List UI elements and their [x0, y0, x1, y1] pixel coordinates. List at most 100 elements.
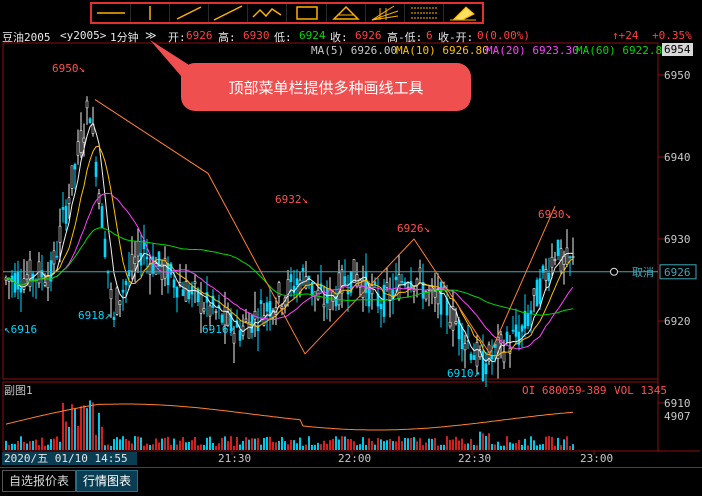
candle-body [199, 293, 203, 314]
candle-body [250, 315, 254, 333]
volume-bar [110, 445, 112, 450]
vertical-line-tool[interactable] [131, 4, 171, 22]
volume-bar [374, 444, 376, 450]
volume-bar [350, 439, 352, 450]
candle-body [301, 268, 305, 272]
volume-bar [101, 426, 103, 450]
horizontal-line-tool[interactable] [92, 4, 132, 22]
volume-bar [230, 436, 232, 450]
ma-legend: MA(5) 6926.00 MA(10) 6926.80 MA(20) 6923… [0, 43, 702, 58]
volume-bar [128, 440, 130, 450]
volume-bar [269, 436, 271, 450]
current-price-tag-text: 6926 [664, 266, 691, 279]
candle-body [529, 310, 533, 314]
volume-bar [179, 440, 181, 450]
volume-bar [563, 439, 565, 450]
volume-bar [38, 445, 40, 450]
tab-watchlist[interactable]: 自选报价表 [2, 470, 77, 492]
volume-bar [347, 438, 349, 450]
ann-low-6910: 6910↗ [447, 367, 480, 380]
y-axis-label: 6950 [664, 69, 691, 82]
current-price-tag [659, 264, 697, 280]
x-axis-label: 23:00 [580, 452, 613, 465]
horizontal-line-tool-icon [97, 12, 126, 14]
triangle-tool[interactable] [327, 4, 366, 22]
ma10-line [5, 145, 574, 357]
candle-body [370, 285, 374, 295]
volume-bar [446, 436, 448, 450]
eraser-tool-icon [449, 6, 476, 21]
ray-tool[interactable] [209, 4, 249, 22]
candle-body [271, 310, 275, 319]
candle-body [322, 303, 326, 308]
ma20-line [5, 192, 574, 350]
eraser-tool[interactable] [444, 4, 482, 22]
candle-body [523, 310, 527, 329]
volume-bar [326, 443, 328, 450]
cancel-label[interactable]: 取消 [632, 265, 654, 279]
candle-body [7, 278, 11, 282]
tab-chart[interactable]: 行情图表 [76, 470, 139, 492]
symbol-name[interactable]: 豆油2005 [2, 31, 51, 44]
candle-body [73, 164, 77, 170]
y-axis-label: 6920 [664, 315, 691, 328]
volume-bar [266, 436, 268, 450]
x-axis-label: 22:00 [338, 452, 371, 465]
volume-bar [170, 445, 172, 450]
volume-bar [158, 442, 160, 450]
rectangle-tool[interactable] [287, 4, 327, 22]
ray-tool-icon [213, 5, 243, 21]
fan-lines-tool[interactable] [366, 4, 405, 22]
volume-bar [371, 441, 373, 450]
period-dropdown-icon[interactable]: ≫ [145, 29, 157, 42]
volume-bar [182, 437, 184, 450]
volume-bar [131, 443, 133, 450]
zigzag-tool[interactable] [248, 4, 288, 22]
volume-bar [287, 444, 289, 450]
candle-body [193, 281, 197, 285]
volume-bar [452, 439, 454, 450]
volume-bar [281, 437, 283, 450]
volume-bar [455, 436, 457, 450]
volume-bar [449, 439, 451, 450]
volume-bar [11, 443, 13, 450]
candle-body [253, 311, 257, 320]
candle-body [400, 281, 404, 283]
quote-header: 豆油2005 <y2005> 1分钟 ≫ 开: 6926 高: 6930 低: … [0, 28, 702, 44]
current-price-box: 6954 [662, 43, 693, 56]
volume-bar [173, 438, 175, 450]
volume-bar [497, 441, 499, 450]
candle-body [526, 313, 530, 327]
period-label[interactable]: 1分钟 [110, 31, 139, 44]
volume-bar [551, 436, 553, 450]
volume-bar [395, 441, 397, 450]
volume-bar [416, 441, 418, 450]
volume-bar [341, 436, 343, 450]
segment-tool[interactable] [170, 4, 210, 22]
volume-bar [566, 436, 568, 450]
volume-bar [62, 402, 64, 450]
rectangle-tool-icon [295, 6, 318, 20]
candle-body [511, 329, 515, 332]
x-axis-label: 22:30 [458, 452, 491, 465]
candle-body [166, 263, 170, 286]
candle-body [202, 308, 206, 312]
candle-body [379, 303, 383, 309]
low-value: 6924 [299, 29, 326, 42]
volume-bar [503, 445, 505, 450]
volume-bar [65, 421, 67, 450]
volume-bar [197, 445, 199, 450]
candle-body [16, 271, 20, 290]
volume-bar [467, 443, 469, 450]
candle-body [415, 278, 419, 286]
parallel-lines-tool[interactable] [405, 4, 444, 22]
close-label: 收: [330, 31, 348, 44]
candle-body [541, 265, 545, 273]
volume-bar [32, 440, 34, 450]
volume-bar [518, 439, 520, 450]
volume-bar [482, 433, 484, 450]
candle-body [25, 274, 29, 280]
volume-bar [317, 442, 319, 450]
volume-bar [485, 435, 487, 450]
